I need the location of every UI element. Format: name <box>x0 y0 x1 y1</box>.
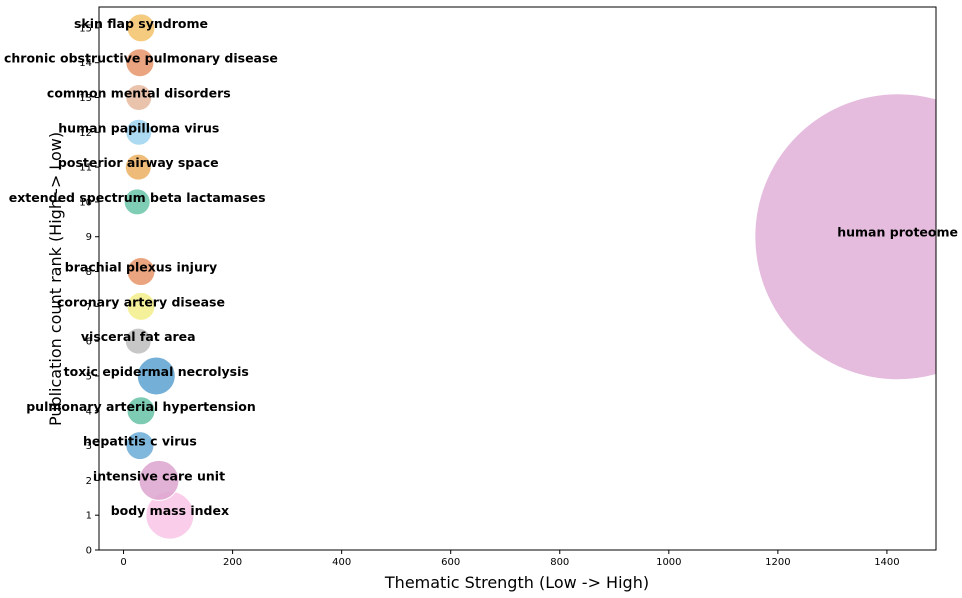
x-axis-label: Thematic Strength (Low -> High) <box>384 573 649 592</box>
bubble-layer <box>123 13 936 540</box>
y-tick-label: 3 <box>86 441 92 452</box>
x-tick-label: 800 <box>550 557 569 568</box>
point-label: visceral fat area <box>81 329 196 344</box>
x-tick-label: 200 <box>223 557 242 568</box>
bubble <box>125 431 155 461</box>
x-tick-label: 1400 <box>874 557 899 568</box>
bubble <box>126 257 156 287</box>
bubble <box>124 327 152 355</box>
y-tick-label: 4 <box>86 406 92 417</box>
y-axis-label: Publication count rank (High -> Low) <box>46 132 65 426</box>
y-tick-label: 13 <box>79 93 92 104</box>
y-tick-label: 6 <box>86 337 92 348</box>
y-tick-label: 15 <box>79 23 92 34</box>
y-tick-label: 7 <box>86 302 92 313</box>
bubble <box>754 93 936 381</box>
point-label: intensive care unit <box>93 468 225 483</box>
x-tick-label: 400 <box>332 557 351 568</box>
y-tick-label: 10 <box>79 197 92 208</box>
y-tick-label: 14 <box>79 58 92 69</box>
bubble <box>126 13 156 43</box>
bubble <box>123 188 151 216</box>
plot-frame <box>98 6 937 551</box>
point-label: extended spectrum beta lactamases <box>9 190 266 205</box>
y-tick-label: 11 <box>79 163 92 174</box>
point-label: coronary artery disease <box>57 294 225 309</box>
y-tick-label: 2 <box>86 476 92 487</box>
point-label: common mental disorders <box>47 86 231 101</box>
y-tick-label: 1 <box>86 511 92 522</box>
y-tick-label: 8 <box>86 267 92 278</box>
y-tick-label: 0 <box>86 546 92 557</box>
point-label: hepatitis c virus <box>83 434 197 449</box>
x-axis: 0 200 400 600 800 1000 1200 1400 <box>120 550 900 568</box>
y-tick-label: 5 <box>86 371 92 382</box>
point-label: skin flap syndrome <box>74 16 208 31</box>
point-label: brachial plexus injury <box>65 260 217 275</box>
point-label: toxic epidermal necrolysis <box>64 364 249 379</box>
bubble <box>124 153 152 181</box>
y-tick-label: 12 <box>79 128 92 139</box>
point-label: posterior airway space <box>58 155 219 170</box>
x-tick-label: 600 <box>441 557 460 568</box>
point-label: pulmonary arterial hypertension <box>26 399 256 414</box>
bubble <box>125 84 153 111</box>
point-label-layer: body mass index intensive care unit hepati… <box>4 16 958 518</box>
y-tick-label: 9 <box>86 232 92 243</box>
bubble <box>125 118 153 146</box>
point-label: human proteome <box>837 225 958 240</box>
x-tick-label: 1000 <box>656 557 681 568</box>
x-tick-label: 0 <box>120 557 126 568</box>
point-label: body mass index <box>111 503 229 518</box>
point-label: chronic obstructive pulmonary disease <box>4 51 278 66</box>
x-tick-label: 1200 <box>765 557 790 568</box>
point-label: human papilloma virus <box>58 120 219 135</box>
bubble <box>138 459 180 501</box>
bubble <box>136 356 176 396</box>
bubble <box>126 396 156 426</box>
bubble <box>126 291 156 321</box>
bubble <box>125 48 155 78</box>
